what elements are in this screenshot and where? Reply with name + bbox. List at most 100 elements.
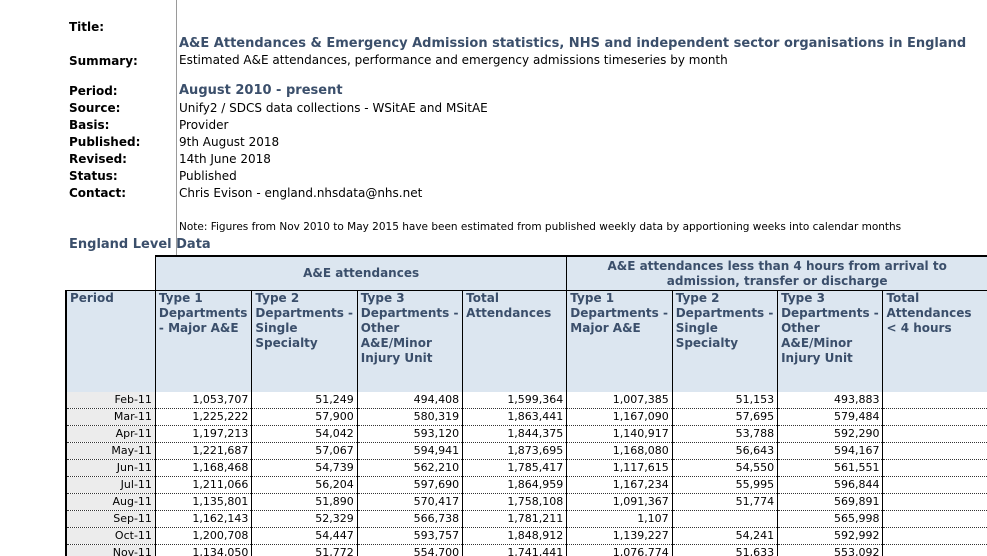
value-cell[interactable]: 494,408 — [356, 392, 463, 409]
value-cell[interactable]: 56,643 — [671, 442, 778, 460]
value-cell[interactable]: 593,120 — [356, 425, 463, 443]
source-value: Unify2 / SDCS data collections - WSitAE … — [179, 101, 488, 115]
value-cell[interactable]: 596,844 — [777, 476, 883, 494]
period-cell[interactable]: Aug-11 — [64, 493, 156, 511]
column-header: Type 2 Departments - Single Specialty — [251, 290, 358, 392]
value-cell[interactable]: 1,162,143 — [154, 510, 252, 528]
value-cell[interactable]: 493,883 — [777, 392, 883, 409]
period-cell[interactable]: Oct-11 — [64, 527, 156, 545]
value-cell[interactable]: 1,200,708 — [154, 527, 252, 545]
value-cell[interactable]: 57,067 — [251, 442, 358, 460]
value-cell[interactable]: 51,249 — [251, 392, 358, 409]
value-cell[interactable]: 51,774 — [671, 493, 778, 511]
value-cell[interactable]: 57,900 — [251, 408, 358, 426]
period-cell[interactable]: Sep-11 — [64, 510, 156, 528]
value-cell[interactable]: 566,738 — [356, 510, 463, 528]
value-cell[interactable]: 592,992 — [777, 527, 883, 545]
value-cell[interactable]: 597,690 — [356, 476, 463, 494]
period-cell[interactable]: Jul-11 — [64, 476, 156, 494]
value-cell[interactable]: 1,599,364 — [462, 392, 567, 409]
value-cell[interactable]: 579,484 — [777, 408, 883, 426]
period-value: August 2010 - present — [179, 83, 343, 98]
period-cell[interactable]: Mar-11 — [64, 408, 156, 426]
value-cell[interactable]: 54,739 — [251, 459, 358, 477]
value-cell[interactable]: 1,168,080 — [566, 442, 673, 460]
value-cell[interactable]: 1,848,912 — [462, 527, 567, 545]
table-row: Jun-11 1,168,468 54,739 562,210 1,785,417 1,1… — [64, 459, 987, 477]
value-cell[interactable]: 565,998 — [777, 510, 883, 528]
value-cell[interactable]: 561,551 — [777, 459, 883, 477]
value-cell[interactable]: 569,891 — [777, 493, 883, 511]
value-cell[interactable]: 1,135,801 — [154, 493, 252, 511]
value-cell[interactable] — [882, 442, 987, 460]
value-cell[interactable] — [882, 459, 987, 477]
value-cell[interactable]: 1,741,441 — [462, 544, 567, 556]
value-cell[interactable]: 1,758,108 — [462, 493, 567, 511]
value-cell[interactable]: 51,153 — [671, 392, 778, 409]
value-cell[interactable]: 1,140,917 — [566, 425, 673, 443]
value-cell[interactable]: 1,225,222 — [154, 408, 252, 426]
value-cell[interactable]: 562,210 — [356, 459, 463, 477]
period-cell[interactable]: May-11 — [64, 442, 156, 460]
value-cell[interactable]: 1,211,066 — [154, 476, 252, 494]
value-cell[interactable]: 1,844,375 — [462, 425, 567, 443]
value-cell[interactable]: 56,204 — [251, 476, 358, 494]
value-cell[interactable]: 1,221,687 — [154, 442, 252, 460]
period-cell[interactable]: Nov-11 — [64, 544, 156, 556]
value-cell[interactable] — [882, 510, 987, 528]
value-cell[interactable]: 1,864,959 — [462, 476, 567, 494]
column-header-period: Period — [64, 290, 156, 392]
value-cell[interactable]: 594,941 — [356, 442, 463, 460]
value-cell[interactable] — [882, 425, 987, 443]
value-cell[interactable] — [882, 392, 987, 409]
contact-value[interactable]: Chris Evison - england.nhsdata@nhs.net — [179, 186, 423, 200]
value-cell[interactable]: 54,241 — [671, 527, 778, 545]
basis-value: Provider — [179, 118, 229, 132]
value-cell[interactable]: 593,757 — [356, 527, 463, 545]
value-cell[interactable]: 1,107 — [566, 510, 673, 528]
value-cell[interactable]: 1,167,234 — [566, 476, 673, 494]
value-cell[interactable]: 1,197,213 — [154, 425, 252, 443]
value-cell[interactable]: 1,863,441 — [462, 408, 567, 426]
value-cell[interactable]: 580,319 — [356, 408, 463, 426]
value-cell[interactable]: 1,134,050 — [154, 544, 252, 556]
value-cell[interactable]: 51,633 — [671, 544, 778, 556]
value-cell[interactable] — [671, 510, 778, 528]
value-cell[interactable]: 1,053,707 — [154, 392, 252, 409]
value-cell[interactable]: 53,788 — [671, 425, 778, 443]
value-cell[interactable]: 54,447 — [251, 527, 358, 545]
value-cell[interactable]: 1,007,385 — [566, 392, 673, 409]
value-cell[interactable]: 570,417 — [356, 493, 463, 511]
value-cell[interactable]: 553,092 — [777, 544, 883, 556]
value-cell[interactable]: 594,167 — [777, 442, 883, 460]
value-cell[interactable]: 1,117,615 — [566, 459, 673, 477]
value-cell[interactable]: 1,873,695 — [462, 442, 567, 460]
value-cell[interactable]: 57,695 — [671, 408, 778, 426]
value-cell[interactable] — [882, 493, 987, 511]
value-cell[interactable]: 592,290 — [777, 425, 883, 443]
period-cell[interactable]: Feb-11 — [64, 392, 156, 409]
value-cell[interactable]: 554,700 — [356, 544, 463, 556]
value-cell[interactable]: 54,550 — [671, 459, 778, 477]
revised-value: 14th June 2018 — [179, 152, 271, 166]
value-cell[interactable]: 54,042 — [251, 425, 358, 443]
value-cell[interactable] — [882, 408, 987, 426]
value-cell[interactable]: 1,167,090 — [566, 408, 673, 426]
value-cell[interactable]: 1,168,468 — [154, 459, 252, 477]
value-cell[interactable]: 52,329 — [251, 510, 358, 528]
value-cell[interactable]: 51,772 — [251, 544, 358, 556]
value-cell[interactable]: 51,890 — [251, 493, 358, 511]
value-cell[interactable]: 55,995 — [671, 476, 778, 494]
value-cell[interactable] — [882, 476, 987, 494]
value-cell[interactable] — [882, 544, 987, 556]
value-cell[interactable]: 1,139,227 — [566, 527, 673, 545]
period-cell[interactable]: Apr-11 — [64, 425, 156, 443]
value-cell[interactable]: 1,781,211 — [462, 510, 567, 528]
value-cell[interactable] — [882, 527, 987, 545]
period-cell[interactable]: Jun-11 — [64, 459, 156, 477]
value-cell[interactable]: 1,091,367 — [566, 493, 673, 511]
sheet-divider — [176, 0, 177, 256]
value-cell[interactable]: 1,076,774 — [566, 544, 673, 556]
table-row: May-11 1,221,687 57,067 594,941 1,873,695 1,1… — [64, 442, 987, 460]
value-cell[interactable]: 1,785,417 — [462, 459, 567, 477]
